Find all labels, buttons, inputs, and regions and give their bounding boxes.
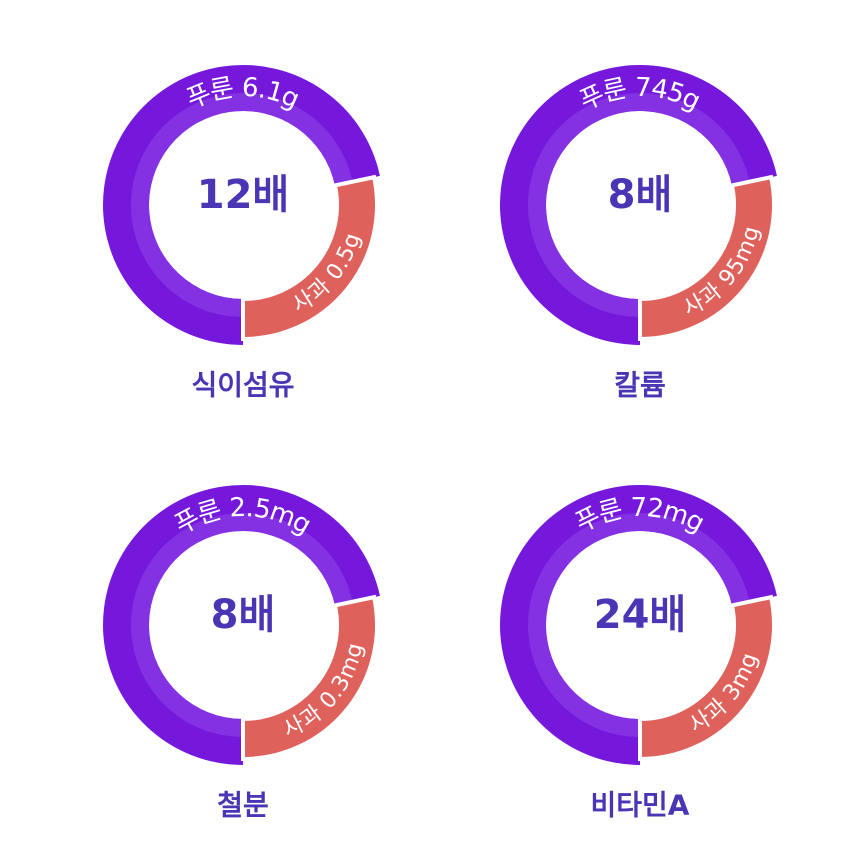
ring-red: [638, 594, 776, 762]
panel-title: 비타민A: [591, 789, 690, 822]
center-label: 24배: [594, 592, 686, 638]
center-label: 8배: [211, 592, 276, 638]
center-label: 8배: [608, 172, 673, 218]
panel-title: 식이섬유: [191, 369, 294, 402]
panel-title: 철분: [217, 789, 269, 822]
panel-title: 칼륨: [614, 369, 666, 402]
ring-red: [638, 174, 776, 342]
ring-red: [241, 174, 379, 342]
center-label: 12배: [197, 172, 289, 218]
ring-red: [241, 594, 379, 762]
